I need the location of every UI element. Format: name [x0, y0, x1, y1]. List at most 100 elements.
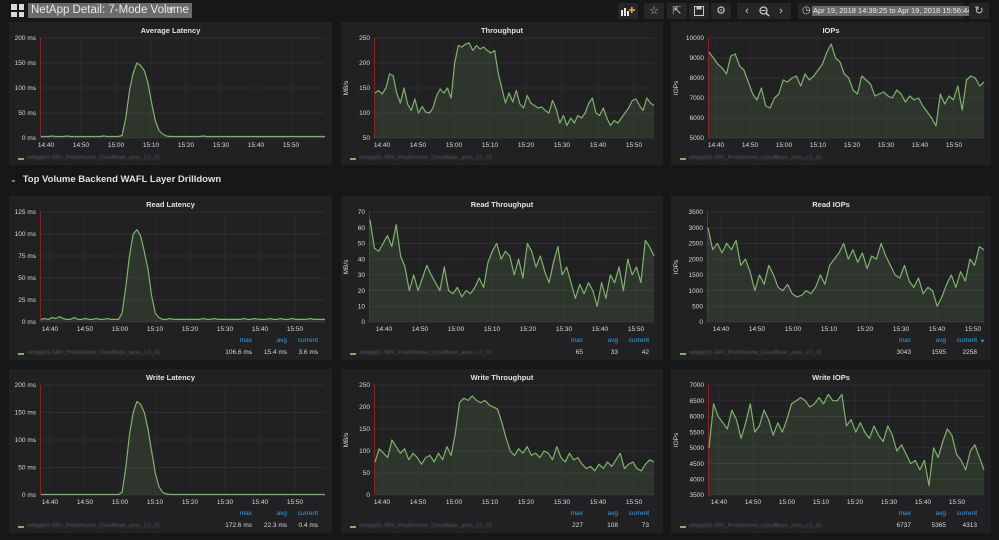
x-tick-label: 14:50	[410, 499, 427, 506]
legend-color-swatch[interactable]	[350, 526, 356, 528]
panel-read-iops[interactable]: Read IOPs 3500 3000 2500 2000 1500 1000 500 0 14:…	[671, 196, 991, 360]
legend-header-current[interactable]: current	[297, 510, 318, 517]
legend-color-swatch[interactable]	[680, 526, 686, 528]
series-line[interactable]	[374, 42, 655, 127]
y-tick-label: 250	[359, 35, 370, 42]
legend-header-max[interactable]: max	[239, 337, 252, 344]
row-title[interactable]: ⌄ Top Volume Backend WAFL Layer Drilldown	[10, 174, 221, 185]
legend-header-avg[interactable]: avg	[935, 510, 946, 517]
chevron-down-icon: ⌄	[10, 175, 17, 184]
legend-color-swatch[interactable]	[18, 526, 24, 528]
refresh-icon: ↻	[974, 5, 984, 17]
share-button[interactable]: ⇱	[667, 3, 687, 19]
panel-title[interactable]: Read Latency	[146, 200, 195, 209]
caret-down-icon[interactable]: ▼	[167, 5, 175, 14]
series-line[interactable]	[708, 393, 985, 487]
legend-header-max[interactable]: max	[898, 510, 911, 517]
legend-header-avg[interactable]: avg	[276, 510, 287, 517]
panel-title[interactable]: Write IOPs	[812, 373, 850, 382]
dashboard-title[interactable]: NetApp Detail: 7-Mode Volume	[28, 3, 192, 18]
x-tick-label: 15:30	[554, 499, 571, 506]
chart-write-latency: 200 ms 150 ms 100 ms 50 ms 0 ms 14:40 14:50 15:…	[15, 382, 325, 506]
legend-color-swatch[interactable]	[680, 353, 686, 355]
legend-series-name[interactable]: netapp01-SRV_ProdVolume_CloudBase_aesu_L…	[27, 523, 161, 529]
legend-header-current[interactable]: current	[297, 337, 318, 344]
panel-iops[interactable]: IOPs 10000 9000 8000 7000 6000 5000 14:40 14:50 1…	[671, 22, 991, 165]
save-icon	[694, 6, 704, 16]
legend-header-current[interactable]: current	[628, 337, 649, 344]
y-tick-label: 5000	[690, 445, 705, 452]
legend-value-max: 3043	[896, 349, 911, 356]
settings-button[interactable]: ⚙	[711, 3, 731, 19]
dashboards-grid-icon[interactable]	[11, 4, 24, 17]
legend-series-name[interactable]: netapp01-SRV_ProdVolume_CloudBase_aesu_L…	[27, 155, 161, 161]
series-line[interactable]	[40, 229, 325, 320]
y-tick-label: 5500	[690, 429, 705, 436]
legend-header-current[interactable]: current	[956, 337, 977, 344]
legend-header-avg[interactable]: avg	[607, 337, 618, 344]
legend-color-swatch[interactable]	[350, 353, 356, 355]
legend-color-swatch[interactable]	[18, 158, 24, 160]
panel-write-latency[interactable]: Write Latency 200 ms 150 ms 100 ms 50 ms 0 ms…	[9, 369, 332, 533]
legend-color-swatch[interactable]	[18, 353, 24, 355]
y-tick-label: 200	[359, 404, 370, 411]
y-tick-label: 1000	[689, 288, 704, 295]
legend-header-max[interactable]: max	[898, 337, 911, 344]
series-line[interactable]	[41, 62, 325, 138]
sort-desc-icon[interactable]: ▾	[980, 338, 984, 345]
legend-value-max: 106.6 ms	[225, 349, 252, 356]
x-tick-label: 15:50	[626, 499, 643, 506]
legend-header-max[interactable]: max	[570, 510, 583, 517]
legend-header-max[interactable]: max	[239, 510, 252, 517]
legend-header-current[interactable]: current	[956, 510, 977, 517]
panel-write-iops[interactable]: Write IOPs 7000 6500 6000 5500 5000 4500 4000 35…	[671, 369, 991, 533]
series-line[interactable]	[707, 227, 985, 307]
time-back-button[interactable]: ‹	[737, 3, 757, 19]
legend-header-avg[interactable]: avg	[276, 337, 287, 344]
series-line[interactable]	[369, 219, 655, 307]
legend-series-name[interactable]: netapp01-SRV_ProdVolume_CloudBase_aesu_L…	[689, 523, 823, 529]
x-tick-label: 14:40	[708, 142, 725, 149]
panel-title[interactable]: Throughput	[480, 26, 524, 35]
series-line[interactable]	[374, 395, 655, 472]
panel-title[interactable]: Read Throughput	[470, 200, 534, 209]
legend-color-swatch[interactable]	[680, 158, 686, 160]
panel-avg-latency[interactable]: Average Latency 200 ms 150 ms 100 ms 50 ms 0 …	[9, 22, 332, 165]
series-line[interactable]	[41, 400, 325, 496]
legend-series-name[interactable]: netapp01-SRV_ProdVolume_CloudBase_aesu_L…	[359, 155, 493, 161]
legend-header-current[interactable]: current	[628, 510, 649, 517]
legend-series-name[interactable]: netapp01-SRV_ProdVolume_CloudBase_aesu_L…	[27, 350, 161, 356]
y-tick-label: 50 ms	[18, 275, 36, 282]
y-tick-label: 7000	[690, 382, 705, 389]
y-tick-label: 0 ms	[22, 135, 37, 142]
panel-read-throughput[interactable]: Read Throughput 70 60 50 40 30 20 10 0 14:40 14:50…	[341, 196, 663, 360]
refresh-button[interactable]: ↻	[969, 3, 989, 19]
legend-series-name[interactable]: netapp01-SRV_ProdVolume_CloudBase_aesu_L…	[359, 350, 493, 356]
legend-series-name[interactable]: netapp01-SRV_ProdVolume_CloudBase_aesu_L…	[359, 523, 493, 529]
chart-write-iops: 7000 6500 6000 5500 5000 4500 4000 3500 14:40 14:…	[673, 382, 985, 506]
legend-header-avg[interactable]: avg	[607, 510, 618, 517]
legend-series-name[interactable]: netapp01-SRV_ProdVolume_CloudBase_aesu_L…	[689, 350, 823, 356]
legend-header-avg[interactable]: avg	[935, 337, 946, 344]
panel-title[interactable]: Average Latency	[140, 26, 201, 35]
panel-throughput[interactable]: Throughput 250 200 150 100 50 14:40 14:50 15:00 1…	[341, 22, 663, 165]
save-button[interactable]	[689, 3, 709, 19]
star-button[interactable]: ☆	[644, 3, 664, 19]
legend-series-name[interactable]: netapp01-SRV_ProdVolume_CloudBase_aesu_L…	[689, 155, 823, 161]
panel-title[interactable]: Write Throughput	[470, 373, 534, 382]
legend-color-swatch[interactable]	[350, 158, 356, 160]
legend-header-max[interactable]: max	[570, 337, 583, 344]
panel-title[interactable]: Read IOPs	[812, 200, 850, 209]
series-line[interactable]	[708, 43, 985, 127]
panel-title[interactable]: IOPs	[822, 26, 840, 35]
y-tick-label: 3000	[689, 225, 704, 232]
x-tick-label: 15:40	[248, 142, 265, 149]
panel-write-throughput[interactable]: Write Throughput 250 200 150 100 50 0 14:40 14:5…	[341, 369, 663, 533]
x-tick-label: 15:20	[520, 326, 537, 333]
time-range-picker[interactable]: ◷ Apr 19, 2018 14:39:25 to Apr 19, 2018 …	[798, 3, 973, 19]
add-panel-button[interactable]	[618, 3, 638, 19]
time-forward-button[interactable]: ›	[771, 3, 791, 19]
panel-title[interactable]: Write Latency	[145, 373, 196, 382]
panel-read-latency[interactable]: Read Latency 125 ms 100 ms 75 ms 50 ms 25 ms 0…	[9, 196, 332, 360]
zoom-out-button[interactable]	[754, 3, 774, 19]
